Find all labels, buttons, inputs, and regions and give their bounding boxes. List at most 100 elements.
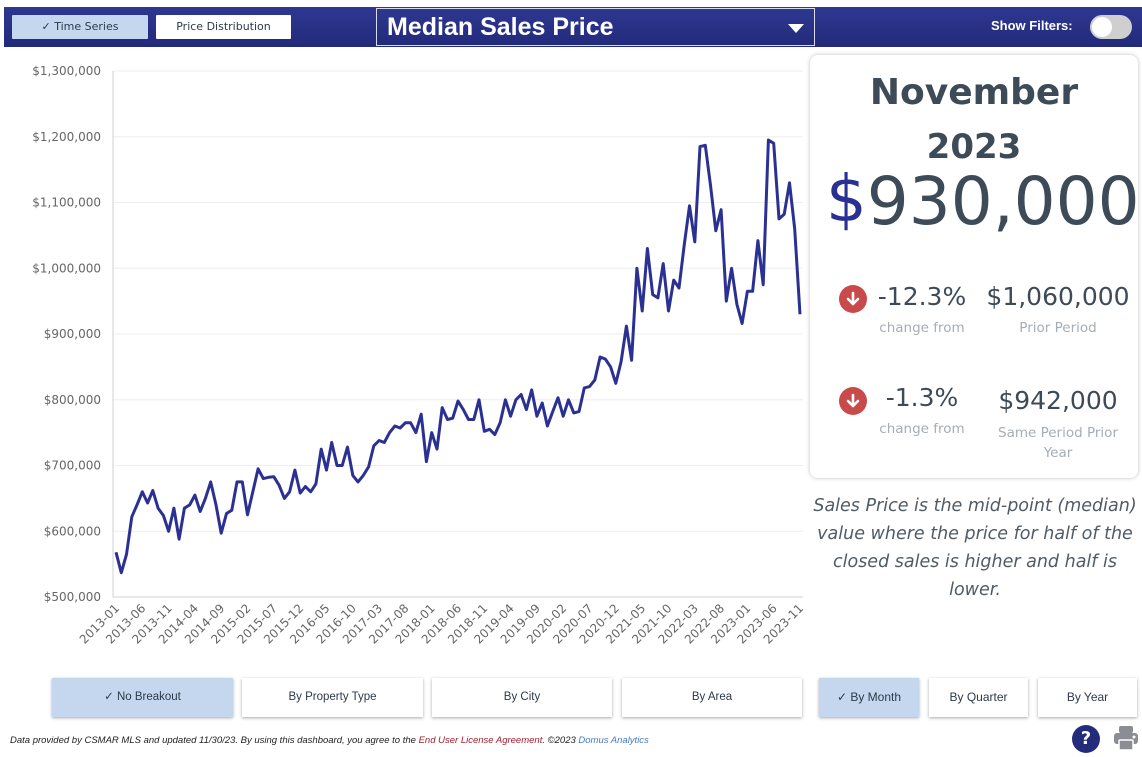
- data-point[interactable]: [729, 266, 734, 271]
- data-point[interactable]: [140, 489, 145, 494]
- data-point[interactable]: [787, 180, 792, 185]
- data-point[interactable]: [398, 426, 403, 431]
- data-point[interactable]: [324, 468, 329, 473]
- data-point[interactable]: [650, 292, 655, 297]
- data-point[interactable]: [261, 476, 266, 481]
- data-point[interactable]: [350, 473, 355, 478]
- data-point[interactable]: [540, 401, 545, 406]
- data-point[interactable]: [534, 414, 539, 419]
- data-point[interactable]: [487, 427, 492, 432]
- data-point[interactable]: [298, 491, 303, 496]
- data-point[interactable]: [571, 410, 576, 415]
- data-point[interactable]: [792, 226, 797, 231]
- data-point[interactable]: [387, 430, 392, 435]
- data-point[interactable]: [213, 502, 218, 507]
- data-point[interactable]: [292, 468, 297, 473]
- data-point[interactable]: [708, 184, 713, 189]
- data-point[interactable]: [198, 509, 203, 514]
- data-point[interactable]: [429, 430, 434, 435]
- help-icon[interactable]: ?: [1072, 725, 1100, 753]
- data-point[interactable]: [129, 514, 134, 519]
- data-point[interactable]: [150, 488, 155, 493]
- data-point[interactable]: [629, 358, 634, 363]
- data-point[interactable]: [671, 278, 676, 283]
- data-point[interactable]: [408, 420, 413, 425]
- data-point[interactable]: [682, 243, 687, 248]
- print-icon[interactable]: [1112, 724, 1140, 756]
- data-point[interactable]: [340, 463, 345, 468]
- data-point[interactable]: [771, 141, 776, 146]
- data-point[interactable]: [724, 299, 729, 304]
- data-point[interactable]: [498, 420, 503, 425]
- tab-time-series[interactable]: ✓ Time Series: [12, 15, 148, 39]
- data-point[interactable]: [798, 312, 803, 317]
- data-point[interactable]: [356, 479, 361, 484]
- data-point[interactable]: [182, 506, 187, 511]
- domus-analytics-link[interactable]: Domus Analytics: [578, 735, 649, 746]
- data-point[interactable]: [456, 399, 461, 404]
- by-city-button[interactable]: By City: [432, 678, 612, 717]
- data-point[interactable]: [235, 479, 240, 484]
- by-month-button[interactable]: ✓ By Month: [819, 678, 919, 717]
- data-point[interactable]: [477, 397, 482, 402]
- data-point[interactable]: [619, 359, 624, 364]
- show-filters-toggle[interactable]: [1090, 15, 1132, 39]
- by-property-type-button[interactable]: By Property Type: [242, 678, 423, 717]
- data-point[interactable]: [303, 484, 308, 489]
- data-point[interactable]: [161, 513, 166, 518]
- data-point[interactable]: [713, 228, 718, 233]
- data-point[interactable]: [334, 463, 339, 468]
- data-point[interactable]: [271, 474, 276, 479]
- data-point[interactable]: [203, 496, 208, 501]
- data-point[interactable]: [519, 392, 524, 397]
- data-point[interactable]: [624, 324, 629, 329]
- data-point[interactable]: [640, 308, 645, 313]
- data-point[interactable]: [508, 414, 513, 419]
- data-point[interactable]: [224, 511, 229, 516]
- data-point[interactable]: [692, 239, 697, 244]
- data-point[interactable]: [482, 429, 487, 434]
- data-point[interactable]: [450, 416, 455, 421]
- data-point[interactable]: [119, 570, 124, 575]
- data-point[interactable]: [166, 529, 171, 534]
- data-point[interactable]: [676, 285, 681, 290]
- data-point[interactable]: [592, 378, 597, 383]
- data-point[interactable]: [766, 138, 771, 143]
- data-point[interactable]: [171, 506, 176, 511]
- data-point[interactable]: [177, 537, 182, 542]
- data-point[interactable]: [655, 295, 660, 300]
- data-point[interactable]: [555, 395, 560, 400]
- data-point[interactable]: [782, 212, 787, 217]
- data-point[interactable]: [703, 143, 708, 148]
- data-point[interactable]: [219, 531, 224, 536]
- data-point[interactable]: [419, 412, 424, 417]
- data-point[interactable]: [208, 479, 213, 484]
- data-point[interactable]: [256, 466, 261, 471]
- data-point[interactable]: [403, 420, 408, 425]
- data-point[interactable]: [645, 246, 650, 251]
- data-point[interactable]: [308, 489, 313, 494]
- metric-select[interactable]: Median Sales Price: [376, 8, 815, 46]
- data-point[interactable]: [734, 302, 739, 307]
- data-point[interactable]: [776, 216, 781, 221]
- data-point[interactable]: [550, 409, 555, 414]
- data-point[interactable]: [440, 405, 445, 410]
- data-point[interactable]: [687, 203, 692, 208]
- data-point[interactable]: [345, 445, 350, 450]
- data-point[interactable]: [413, 430, 418, 435]
- data-point[interactable]: [529, 387, 534, 392]
- data-point[interactable]: [566, 397, 571, 402]
- data-point[interactable]: [313, 481, 318, 486]
- data-point[interactable]: [466, 417, 471, 422]
- data-point[interactable]: [598, 355, 603, 360]
- data-point[interactable]: [513, 397, 518, 402]
- data-point[interactable]: [192, 493, 197, 498]
- data-point[interactable]: [761, 282, 766, 287]
- data-point[interactable]: [661, 261, 666, 266]
- no-breakout-button[interactable]: ✓ No Breakout: [52, 678, 233, 717]
- data-point[interactable]: [187, 502, 192, 507]
- data-point[interactable]: [587, 384, 592, 389]
- data-point[interactable]: [434, 447, 439, 452]
- data-point[interactable]: [156, 506, 161, 511]
- data-point[interactable]: [524, 407, 529, 412]
